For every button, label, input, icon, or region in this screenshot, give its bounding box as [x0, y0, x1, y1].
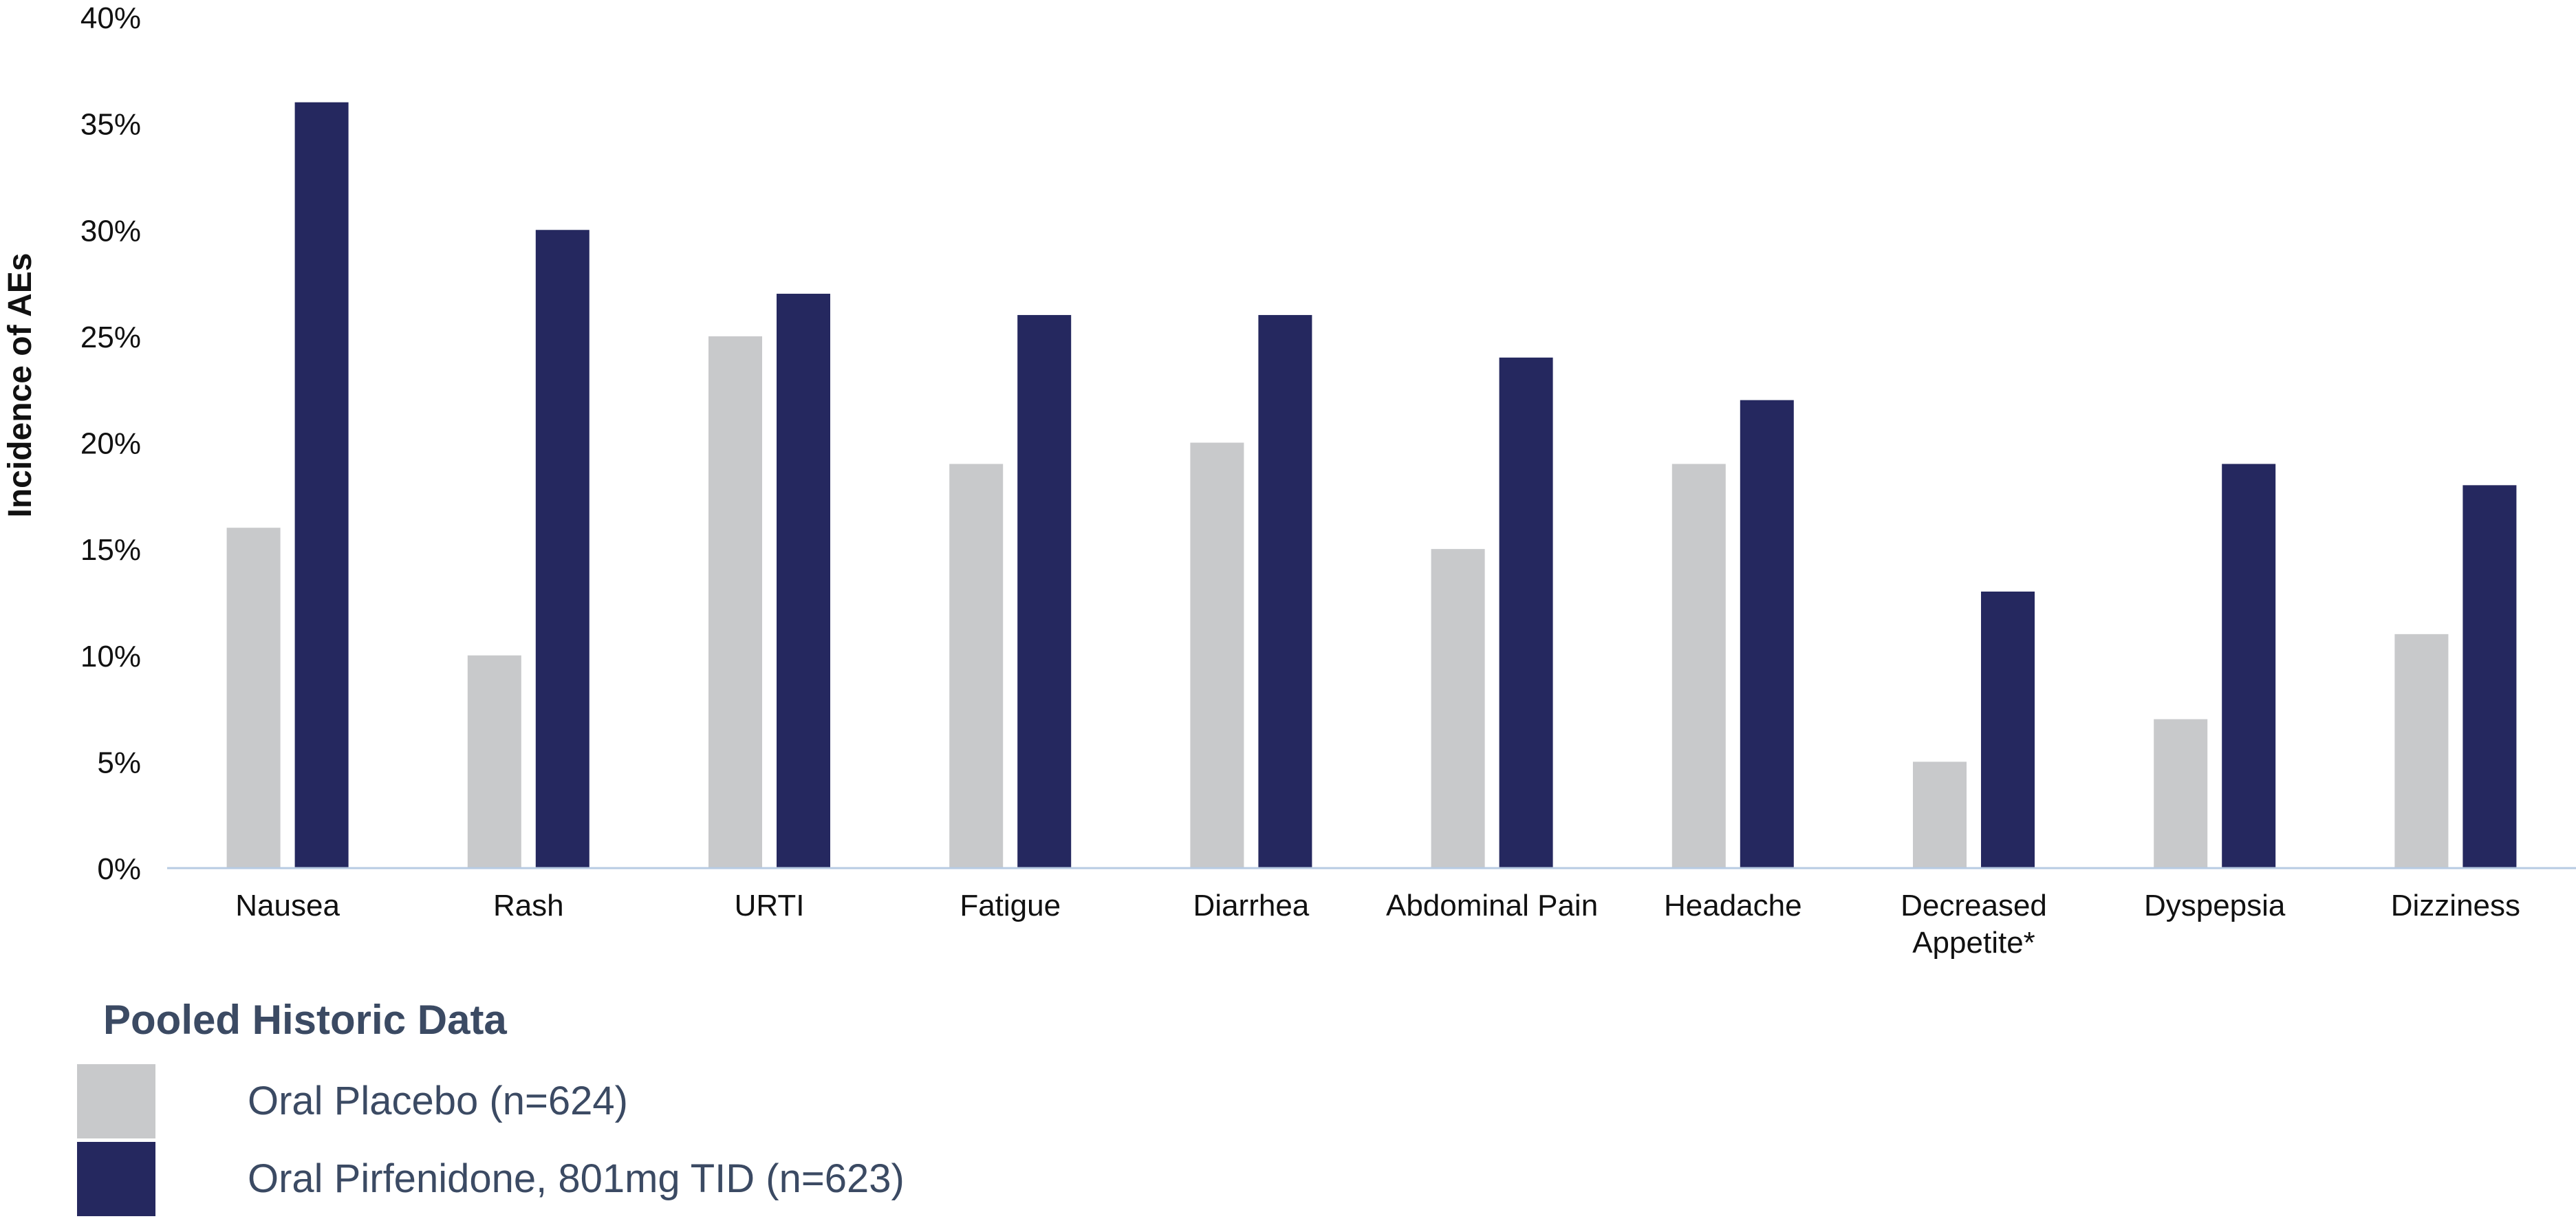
pirfenidone-bar: [1981, 591, 2035, 868]
legend-swatch: [77, 1064, 155, 1138]
x-tick-label: Dizziness: [2391, 889, 2520, 922]
x-tick-label: Abdominal Pain: [1386, 889, 1598, 922]
x-tick-label: Headache: [1664, 889, 1802, 922]
pirfenidone-bar: [1017, 314, 1072, 868]
pirfenidone-bar: [2222, 464, 2276, 868]
pirfenidone-bar: [1499, 357, 1553, 868]
x-tick-label: Rash: [493, 889, 564, 922]
pirfenidone-bar: [294, 102, 349, 869]
y-tick-label: 30%: [80, 214, 141, 248]
y-tick-label: 20%: [80, 427, 141, 461]
placebo-bar: [708, 336, 762, 868]
placebo-bar: [1913, 761, 1967, 868]
placebo-bar: [226, 528, 281, 868]
x-tick-label: URTI: [735, 889, 805, 922]
bar-chart: Incidence of AEs 0% 5% 10% 15% 20% 25% 30% 35% 4…: [2, 1, 2576, 960]
x-tick-label: Diarrhea: [1193, 889, 1310, 922]
pirfenidone-bar: [2463, 485, 2517, 868]
bars: [226, 102, 2517, 869]
placebo-bar: [1190, 442, 1244, 868]
y-tick-label: 35%: [80, 108, 141, 142]
legend-title: Pooled Historic Data: [103, 997, 507, 1043]
placebo-bar: [2154, 719, 2208, 868]
pirfenidone-bar: [777, 294, 830, 868]
y-tick-label: 5%: [97, 746, 141, 779]
pirfenidone-bar: [535, 230, 589, 868]
x-tick-label: Nausea: [235, 889, 340, 922]
legend-label: Oral Placebo (n=624): [248, 1079, 628, 1123]
x-tick-label: Fatigue: [960, 889, 1061, 922]
x-tick-label: Appetite*: [1912, 926, 2035, 960]
y-tick-label: 0%: [97, 852, 141, 886]
y-axis-label: Incidence of AEs: [2, 253, 39, 518]
y-tick-label: 25%: [80, 321, 141, 354]
placebo-bar: [1671, 464, 1726, 868]
legend-label: Oral Pirfenidone, 801mg TID (n=623): [248, 1156, 905, 1201]
placebo-bar: [1431, 549, 1485, 868]
y-tick-label: 15%: [80, 533, 141, 567]
y-axis-ticks: 0% 5% 10% 15% 20% 25% 30% 35% 40%: [80, 1, 141, 886]
x-tick-label: Dyspepsia: [2144, 889, 2286, 922]
placebo-bar: [467, 655, 521, 868]
pirfenidone-bar: [1740, 400, 1794, 868]
x-tick-label: Decreased: [1901, 889, 2047, 922]
y-tick-label: 40%: [80, 1, 141, 35]
placebo-bar: [949, 464, 1004, 868]
legend-swatch: [77, 1142, 155, 1216]
placebo-bar: [2394, 634, 2449, 868]
pirfenidone-bar: [1258, 314, 1312, 868]
y-tick-label: 10%: [80, 640, 141, 673]
x-axis-labels: Nausea Rash URTI Fatigue Diarrhea Abdominal P…: [235, 889, 2520, 960]
